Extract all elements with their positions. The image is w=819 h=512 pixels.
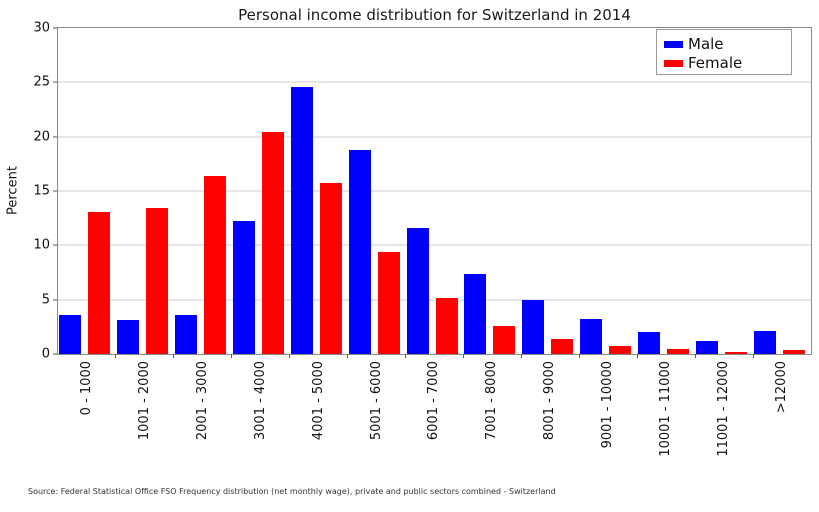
x-axis-tick [578, 354, 580, 358]
x-tick-label: 8001 - 9000 [542, 361, 558, 441]
x-tick-label: 6001 - 7000 [426, 361, 442, 441]
plot-area: Male Female 0 5 10 15 20 25 30 0 - 1000 1001 - 2… [33, 22, 812, 457]
bar-female [609, 346, 632, 354]
x-tick-label: 4001 - 5000 [310, 361, 326, 441]
gridline [58, 81, 811, 83]
bar-female [203, 175, 226, 354]
male-color-swatch [664, 40, 683, 48]
y-tick-label: 0 [41, 346, 50, 362]
y-axis-tick [53, 81, 57, 83]
legend-item-female: Female [664, 54, 791, 72]
y-axis-tick [53, 353, 57, 355]
bar-group: 10001 - 11000 [637, 28, 695, 457]
bar-female [435, 297, 458, 354]
bar-female [261, 132, 284, 354]
x-tick-label: 1001 - 2000 [136, 361, 152, 441]
bar-group: >12000 [753, 28, 811, 413]
x-axis-tick [636, 354, 638, 358]
x-tick-label: 2001 - 3000 [194, 361, 210, 441]
bar-group: 6001 - 7000 [406, 28, 464, 440]
x-axis-tick [752, 354, 754, 358]
bar-group: 11001 - 12000 [695, 28, 753, 457]
y-tick-label: 25 [33, 74, 50, 90]
x-axis-tick [347, 354, 349, 358]
bar-male [754, 331, 777, 354]
y-axis-tick [53, 244, 57, 246]
legend-label-male: Male [688, 34, 724, 53]
y-axis-tick [53, 27, 57, 29]
chart-title: Personal income distribution for Switzer… [238, 6, 631, 24]
x-tick-label: 10001 - 11000 [658, 361, 674, 457]
source-note: Source: Federal Statistical Office FSO F… [28, 487, 556, 496]
gridline [58, 136, 811, 138]
y-axis-tick [53, 299, 57, 301]
bar-group: 4001 - 5000 [290, 28, 348, 440]
y-tick-label: 10 [33, 237, 50, 253]
bar-female [377, 251, 400, 354]
gridline [58, 190, 811, 192]
bar-female [551, 338, 574, 354]
x-tick-label: 0 - 1000 [78, 361, 94, 416]
y-axis-tick [53, 136, 57, 138]
bar-female [667, 348, 690, 354]
y-tick-label: 5 [41, 292, 50, 308]
bar-groups: 0 - 1000 1001 - 2000 2001 - 3000 3001 - 400… [58, 28, 811, 457]
y-tick-label: 20 [33, 129, 50, 145]
bar-male [348, 149, 371, 354]
legend-item-male: Male [664, 35, 791, 53]
bar-male [580, 319, 603, 354]
bar-female [725, 351, 748, 354]
y-tick-label: 15 [33, 183, 50, 199]
female-color-swatch [664, 59, 683, 67]
bar-group: 1001 - 2000 [116, 28, 174, 440]
gridline [58, 299, 811, 301]
bar-male [290, 86, 313, 354]
bar-group: 2001 - 3000 [174, 28, 232, 440]
x-axis-tick [173, 354, 175, 358]
x-tick-label: 9001 - 10000 [600, 361, 616, 449]
bar-female [783, 349, 806, 354]
gridline [58, 244, 811, 246]
bar-group: 8001 - 9000 [521, 28, 579, 440]
x-tick-label: >12000 [773, 361, 789, 414]
bar-group: 0 - 1000 [58, 28, 116, 415]
y-axis-label: Percent [5, 166, 21, 216]
y-axis-tick [53, 190, 57, 192]
x-tick-label: 11001 - 12000 [715, 361, 731, 457]
x-tick-label: 7001 - 8000 [484, 361, 500, 441]
bar-male [696, 340, 719, 354]
bar-male [174, 314, 197, 354]
bar-group: 3001 - 4000 [232, 28, 290, 440]
x-tick-label: 5001 - 6000 [368, 361, 384, 441]
x-tick-label: 3001 - 4000 [252, 361, 268, 441]
bar-group: 7001 - 8000 [463, 28, 521, 440]
bar-male [522, 299, 545, 354]
y-tick-label: 30 [33, 20, 50, 36]
x-axis-tick [115, 354, 117, 358]
x-axis-tick [289, 354, 291, 358]
legend-label-female: Female [688, 53, 743, 72]
bar-group: 5001 - 6000 [348, 28, 406, 440]
bar-male [638, 332, 661, 354]
legend: Male Female [656, 29, 792, 75]
bar-male [232, 221, 255, 354]
bar-male [59, 314, 81, 354]
x-axis-tick [231, 354, 233, 358]
bar-female [145, 208, 168, 354]
bar-female [493, 325, 516, 354]
bar-male [116, 320, 139, 354]
bar-male [406, 227, 429, 354]
bar-female [319, 183, 342, 354]
x-axis-tick [405, 354, 407, 358]
x-axis-tick [520, 354, 522, 358]
x-axis-tick [694, 354, 696, 358]
bar-male [464, 273, 487, 354]
x-axis-tick [462, 354, 464, 358]
bar-group: 9001 - 10000 [579, 28, 637, 448]
bar-female [88, 211, 110, 354]
